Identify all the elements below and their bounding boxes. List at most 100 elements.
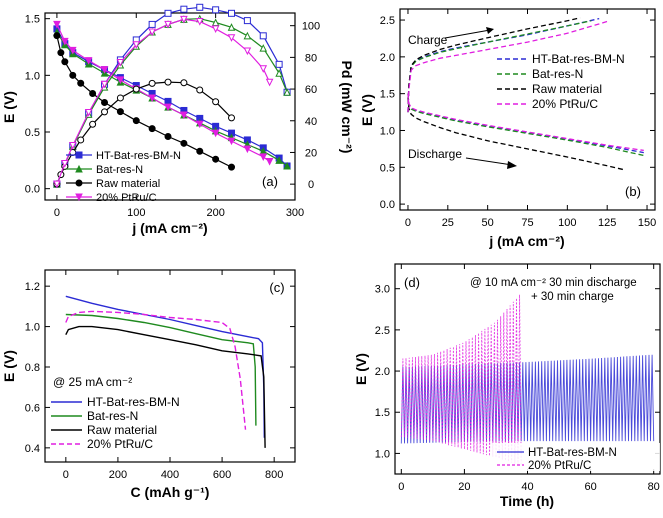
panel-b-ytick-label: 2.5 [380,15,395,27]
panel-a-point [196,86,204,94]
panel-a-point [101,99,109,107]
panel-d-xtick-label: 40 [521,481,533,493]
panel-b-series-line [407,93,644,152]
panel-a-point [195,18,204,26]
panel-a-series-line [56,28,288,167]
panel-a-point [259,65,268,73]
panel-a-point [228,114,236,122]
panel-a-y2tick-label: 60 [305,84,317,96]
panel-c-frame [44,269,296,463]
panel-a-xtick-label: 100 [127,207,145,219]
panel-a-legend-label: HT-Bat-res-BM-N [96,150,181,162]
panel-a-point [211,25,220,33]
panel-a-point [227,137,236,146]
panel-d-xtick-label: 20 [458,481,470,493]
panel-a-point [77,79,85,87]
panel-d-legend-label: HT-Bat-res-BM-N [528,447,617,459]
panel-b-ytick-label: 0.5 [380,162,395,174]
panel-a-point [243,145,252,154]
panel-d-ytick-label: 1.5 [375,407,390,419]
panel-a-ylabel: E (V) [1,91,17,123]
panel-a-legend-marker [75,179,83,187]
panel-d-ytick-label: 1.0 [375,448,390,460]
panel-d-xtick-label: 80 [648,481,660,493]
panel-a-point [148,79,156,87]
panel-d-xtick-label: 60 [584,481,596,493]
panel-b-xtick-label: 50 [482,217,494,229]
panel-a-point [164,9,172,17]
panel-a-point [164,103,172,112]
panel-a-ytick-label: 1.5 [25,14,40,26]
panel-a-series-line [56,18,271,185]
panel-b-ytick-label: 0.0 [380,199,395,211]
panel-a-point [243,17,251,25]
panel-a-legend-label: Raw material [96,178,160,190]
panel-a-point [265,78,274,87]
panel-a-point [61,58,69,66]
panel-a-legend-marker [75,193,83,202]
panel-d-legend-label: 20% PtRu/C [528,460,591,472]
panel-a-y2tick-label: 40 [305,116,317,128]
panel-c-ytick-label: 0.6 [25,402,40,414]
panel-b-label: (b) [625,184,641,199]
panel-c-xtick-label: 600 [213,469,231,481]
panel-b-xtick-label: 150 [638,217,656,229]
panel-a-point [164,78,172,86]
panel-b-arrow-discharge [465,157,513,166]
panel-c-xtick-label: 0 [63,469,69,481]
panel-a-point [132,85,140,93]
panel-b-xtick-label: 125 [598,217,616,229]
panel-b-xtick-label: 0 [405,217,411,229]
panel-a-point [89,89,97,97]
panel-c: 0 200 400 600 800 0.4 0.6 0.8 1.0 1.2 C (mAh g⁻¹) E… [1,269,296,500]
panel-b-xtick-label: 25 [442,217,454,229]
panel-a-point [148,28,156,37]
panel-a-point [84,109,93,117]
panel-a-legend: HT-Bat-res-BM-N Bat-res-N Raw material 20% … [66,150,181,204]
panel-a-point [265,157,274,166]
panel-a-point [243,31,252,40]
panel-a-point [259,44,268,52]
panel-a-point [195,120,204,129]
panel-a-point [148,20,156,28]
panel-c-xtick-label: 400 [161,469,179,481]
panel-d-xlabel: Time (h) [500,493,554,509]
panel-d-annotation-1: @ 10 mA cm⁻² 30 min discharge [470,277,637,289]
panel-a-y2tick-label: 100 [302,21,320,33]
panel-a-point [116,58,125,67]
panel-b-series-line [407,20,608,113]
panel-a-y2tick-label: 20 [305,147,317,159]
panel-a-legend-label: Bat-res-N [96,164,143,176]
panel-a-point [132,41,141,49]
panel-b-ytick-label: 2.0 [380,52,395,64]
panel-a-ytick-label: 0.0 [25,184,40,196]
panel-a-xlabel: j (mA cm⁻²) [131,220,207,236]
panel-a-series-line [56,24,270,162]
panel-a-point [228,163,236,171]
panel-a-point [116,108,124,116]
panel-a-point [180,15,188,24]
panel-a-point [275,60,283,68]
panel-b-ytick-label: 1.5 [380,89,395,101]
panel-d-ylabel: E (V) [353,353,369,385]
panel-a-point [116,76,125,84]
panel-a-y2tick-label: 0 [308,179,314,191]
panel-c-legend-label: Raw material [87,423,157,437]
panel-a-point [180,111,188,120]
panel-a-point [53,180,61,189]
panel-a-point [101,108,109,116]
panel-c-series-line [65,313,257,426]
panel-a-point [180,139,188,147]
panel-a-point [275,156,283,164]
panel-a-point [275,69,283,77]
panel-a-series-line [56,31,288,167]
panel-b-series-line [407,17,581,113]
panel-c-series-line [65,325,266,448]
panel-c-ytick-label: 1.2 [25,281,40,293]
panel-a-xtick-label: 300 [286,207,304,219]
panel-a-ytick-label: 0.5 [25,127,40,139]
panel-d-annotation-2: + 30 min charge [531,291,614,303]
panel-b-series-line [407,93,644,154]
panel-b-legend-label: Bat-res-N [532,67,583,81]
